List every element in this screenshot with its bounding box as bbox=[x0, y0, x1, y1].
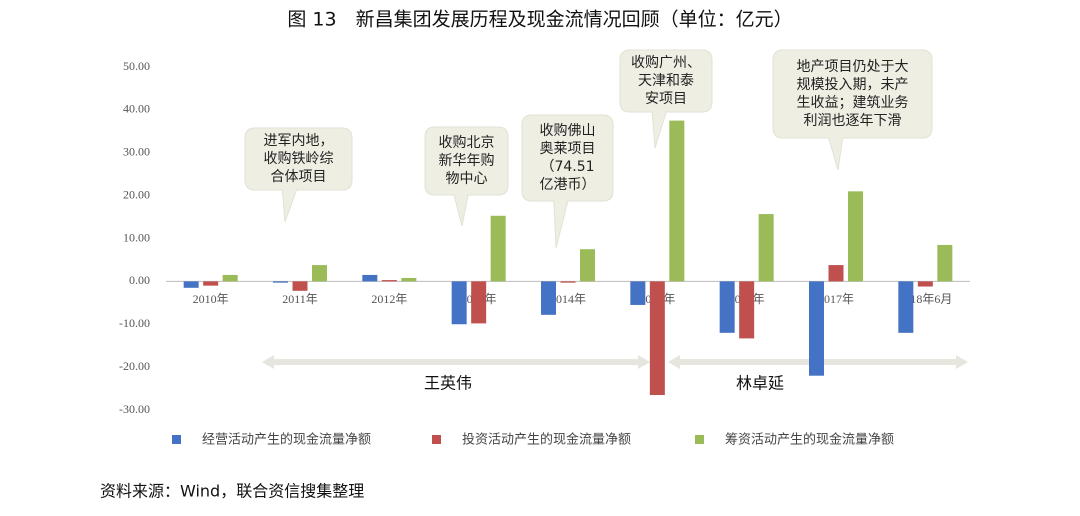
callout-text: 收购佛山 bbox=[540, 123, 596, 139]
bar bbox=[848, 191, 863, 282]
bar bbox=[292, 281, 308, 291]
y-tick-label: 50.00 bbox=[123, 59, 150, 73]
callout-text: 物中心 bbox=[446, 171, 488, 187]
bar bbox=[471, 281, 487, 324]
bar bbox=[828, 265, 844, 282]
bar bbox=[917, 281, 933, 287]
y-tick-label: 20.00 bbox=[123, 187, 150, 201]
y-tick-label: 10.00 bbox=[123, 230, 150, 244]
bar bbox=[937, 244, 953, 282]
x-tick-label: 2010年 bbox=[193, 292, 229, 306]
callout-text: 收购北京 bbox=[439, 135, 495, 151]
bar bbox=[719, 281, 735, 333]
bar bbox=[273, 281, 288, 283]
callout-text: 生收益；建筑业务 bbox=[797, 95, 909, 111]
bar bbox=[630, 281, 646, 305]
bar bbox=[580, 249, 595, 282]
chart-title: 图 13 新昌集团发展历程及现金流情况回顾（单位：亿元） bbox=[287, 9, 792, 31]
bar bbox=[381, 280, 397, 282]
bar bbox=[809, 281, 824, 376]
legend-swatch bbox=[432, 435, 441, 444]
callout-bubble bbox=[619, 49, 713, 149]
bar bbox=[898, 281, 914, 333]
callout-text: 合体项目 bbox=[271, 169, 327, 185]
callout-text: （74.51 bbox=[540, 159, 594, 175]
callout-text: 奥莱项目 bbox=[540, 140, 596, 157]
callout-text: 收购广州、 bbox=[631, 55, 701, 71]
source-note: 资料来源：Wind，联合资信搜集整理 bbox=[100, 482, 364, 501]
y-tick-label: -30.00 bbox=[119, 402, 150, 416]
legend-label: 经营活动产生的现金流量净额 bbox=[202, 432, 371, 448]
y-tick-label: -10.00 bbox=[119, 316, 150, 330]
callout-text: 亿港币） bbox=[540, 177, 596, 193]
period-label: 林卓延 bbox=[736, 374, 784, 393]
bar bbox=[451, 281, 467, 325]
callout-text: 规模投入期，未产 bbox=[797, 77, 909, 93]
bar bbox=[490, 215, 506, 282]
callout-bubble bbox=[772, 49, 933, 171]
callout-text: 收购铁岭综 bbox=[264, 151, 334, 167]
callout-bubble bbox=[424, 126, 509, 227]
bar bbox=[312, 265, 327, 282]
callout-text: 安项目 bbox=[645, 91, 687, 107]
callout-text: 新华年购 bbox=[439, 153, 495, 169]
y-tick-label: 30.00 bbox=[123, 145, 150, 159]
y-tick-label: -20.00 bbox=[119, 359, 150, 373]
callout-text: 利润也逐年下滑 bbox=[804, 112, 902, 129]
x-tick-label: 2014年 bbox=[550, 292, 586, 306]
legend-swatch bbox=[172, 435, 181, 444]
bar bbox=[222, 274, 238, 282]
callout-text: 天津和泰 bbox=[638, 73, 694, 89]
callout-text: 进军内地， bbox=[264, 133, 334, 149]
legend-label: 投资活动产生的现金流量净额 bbox=[462, 432, 631, 448]
bar bbox=[203, 281, 219, 286]
legend-label: 筹资活动产生的现金流量净额 bbox=[725, 432, 894, 448]
callout-bubble bbox=[244, 127, 353, 223]
bar bbox=[739, 281, 755, 339]
bar bbox=[758, 214, 774, 282]
bar bbox=[362, 274, 378, 282]
legend-swatch bbox=[695, 435, 704, 444]
bar bbox=[649, 281, 665, 395]
bar bbox=[669, 120, 685, 282]
bar bbox=[401, 277, 417, 282]
x-tick-label: 2012年 bbox=[371, 292, 407, 306]
callout-bubble bbox=[521, 114, 614, 249]
bar bbox=[541, 281, 556, 315]
callout-text: 地产项目仍处于大 bbox=[797, 59, 909, 75]
y-tick-label: 40.00 bbox=[123, 102, 150, 116]
y-tick-label: 0.00 bbox=[129, 273, 150, 287]
period-arrow bbox=[262, 355, 650, 369]
x-tick-label: 2011年 bbox=[282, 292, 318, 306]
bar bbox=[183, 281, 199, 288]
x-tick-label: 2017年 bbox=[818, 292, 854, 306]
bar bbox=[560, 281, 576, 283]
period-label: 王英伟 bbox=[424, 374, 472, 393]
